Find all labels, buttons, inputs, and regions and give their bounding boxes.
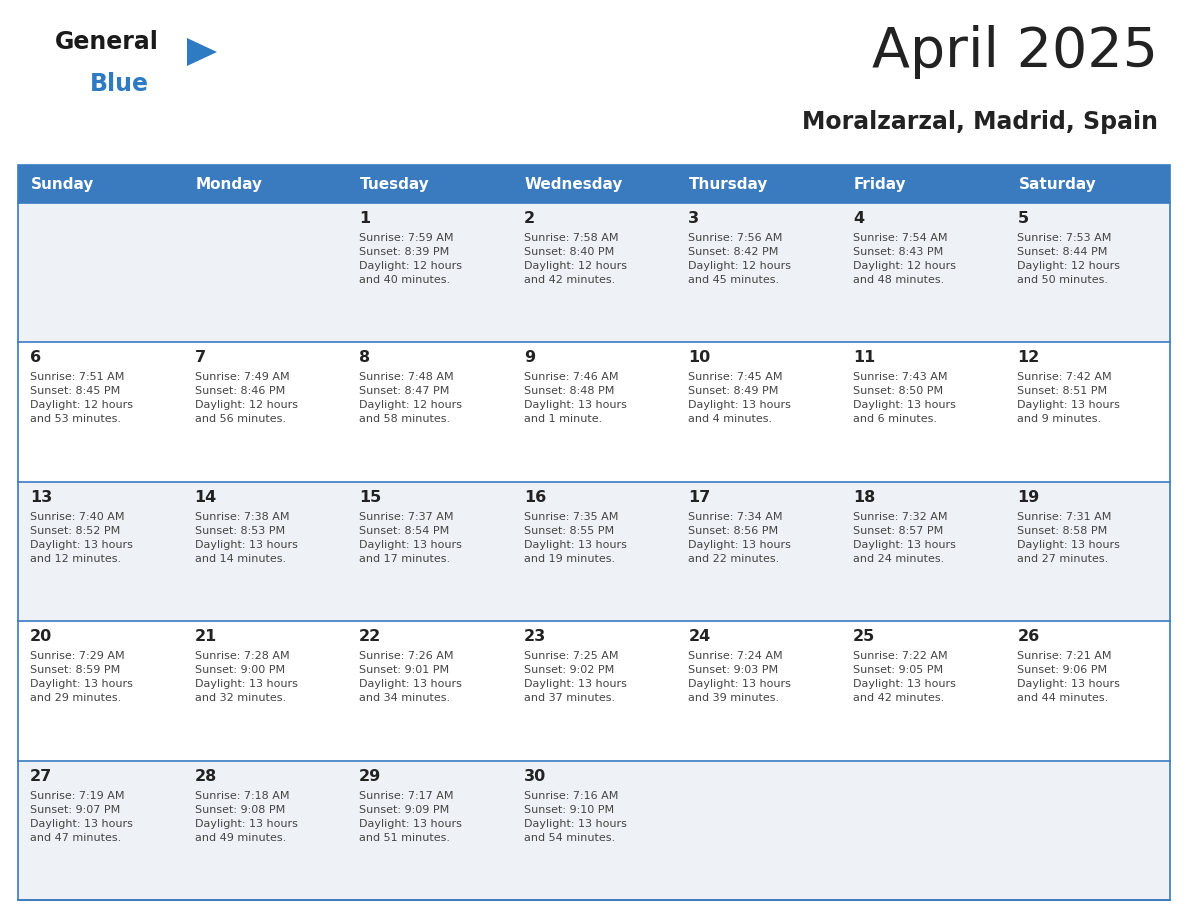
Bar xyxy=(841,165,1005,203)
Text: Sunrise: 7:59 AM
Sunset: 8:39 PM
Daylight: 12 hours
and 40 minutes.: Sunrise: 7:59 AM Sunset: 8:39 PM Dayligh… xyxy=(359,233,462,285)
Bar xyxy=(18,482,1170,621)
Text: Sunrise: 7:24 AM
Sunset: 9:03 PM
Daylight: 13 hours
and 39 minutes.: Sunrise: 7:24 AM Sunset: 9:03 PM Dayligh… xyxy=(688,651,791,703)
Bar xyxy=(676,165,841,203)
Text: April 2025: April 2025 xyxy=(872,25,1158,79)
Text: Sunrise: 7:28 AM
Sunset: 9:00 PM
Daylight: 13 hours
and 32 minutes.: Sunrise: 7:28 AM Sunset: 9:00 PM Dayligh… xyxy=(195,651,297,703)
Text: Sunrise: 7:21 AM
Sunset: 9:06 PM
Daylight: 13 hours
and 44 minutes.: Sunrise: 7:21 AM Sunset: 9:06 PM Dayligh… xyxy=(1017,651,1120,703)
Text: Saturday: Saturday xyxy=(1018,176,1097,192)
Text: 16: 16 xyxy=(524,490,546,505)
Text: Sunday: Sunday xyxy=(31,176,94,192)
Text: 22: 22 xyxy=(359,629,381,644)
Text: Sunrise: 7:53 AM
Sunset: 8:44 PM
Daylight: 12 hours
and 50 minutes.: Sunrise: 7:53 AM Sunset: 8:44 PM Dayligh… xyxy=(1017,233,1120,285)
Text: 10: 10 xyxy=(688,351,710,365)
Text: Sunrise: 7:51 AM
Sunset: 8:45 PM
Daylight: 12 hours
and 53 minutes.: Sunrise: 7:51 AM Sunset: 8:45 PM Dayligh… xyxy=(30,373,133,424)
Text: 21: 21 xyxy=(195,629,217,644)
Text: Sunrise: 7:26 AM
Sunset: 9:01 PM
Daylight: 13 hours
and 34 minutes.: Sunrise: 7:26 AM Sunset: 9:01 PM Dayligh… xyxy=(359,651,462,703)
Text: 25: 25 xyxy=(853,629,876,644)
Bar xyxy=(18,165,1170,900)
Bar xyxy=(18,621,1170,761)
Text: 29: 29 xyxy=(359,768,381,784)
Bar xyxy=(18,342,1170,482)
Polygon shape xyxy=(187,38,217,66)
Text: Sunrise: 7:31 AM
Sunset: 8:58 PM
Daylight: 13 hours
and 27 minutes.: Sunrise: 7:31 AM Sunset: 8:58 PM Dayligh… xyxy=(1017,512,1120,564)
Text: 20: 20 xyxy=(30,629,52,644)
Text: Thursday: Thursday xyxy=(689,176,769,192)
Text: 9: 9 xyxy=(524,351,535,365)
Bar xyxy=(512,165,676,203)
Text: Sunrise: 7:16 AM
Sunset: 9:10 PM
Daylight: 13 hours
and 54 minutes.: Sunrise: 7:16 AM Sunset: 9:10 PM Dayligh… xyxy=(524,790,626,843)
Text: 19: 19 xyxy=(1017,490,1040,505)
Text: Sunrise: 7:32 AM
Sunset: 8:57 PM
Daylight: 13 hours
and 24 minutes.: Sunrise: 7:32 AM Sunset: 8:57 PM Dayligh… xyxy=(853,512,955,564)
Text: Sunrise: 7:29 AM
Sunset: 8:59 PM
Daylight: 13 hours
and 29 minutes.: Sunrise: 7:29 AM Sunset: 8:59 PM Dayligh… xyxy=(30,651,133,703)
Text: Sunrise: 7:34 AM
Sunset: 8:56 PM
Daylight: 13 hours
and 22 minutes.: Sunrise: 7:34 AM Sunset: 8:56 PM Dayligh… xyxy=(688,512,791,564)
Bar xyxy=(347,165,512,203)
Text: General: General xyxy=(55,30,159,54)
Text: Wednesday: Wednesday xyxy=(525,176,623,192)
Text: 28: 28 xyxy=(195,768,217,784)
Text: 14: 14 xyxy=(195,490,217,505)
Text: Monday: Monday xyxy=(196,176,263,192)
Text: Blue: Blue xyxy=(90,72,148,96)
Text: 30: 30 xyxy=(524,768,546,784)
Text: Sunrise: 7:46 AM
Sunset: 8:48 PM
Daylight: 13 hours
and 1 minute.: Sunrise: 7:46 AM Sunset: 8:48 PM Dayligh… xyxy=(524,373,626,424)
Text: 8: 8 xyxy=(359,351,371,365)
Bar xyxy=(18,165,183,203)
Text: 12: 12 xyxy=(1017,351,1040,365)
Text: 2: 2 xyxy=(524,211,535,226)
Text: Sunrise: 7:43 AM
Sunset: 8:50 PM
Daylight: 13 hours
and 6 minutes.: Sunrise: 7:43 AM Sunset: 8:50 PM Dayligh… xyxy=(853,373,955,424)
Text: Sunrise: 7:38 AM
Sunset: 8:53 PM
Daylight: 13 hours
and 14 minutes.: Sunrise: 7:38 AM Sunset: 8:53 PM Dayligh… xyxy=(195,512,297,564)
Text: 27: 27 xyxy=(30,768,52,784)
Text: Sunrise: 7:42 AM
Sunset: 8:51 PM
Daylight: 13 hours
and 9 minutes.: Sunrise: 7:42 AM Sunset: 8:51 PM Dayligh… xyxy=(1017,373,1120,424)
Text: Sunrise: 7:45 AM
Sunset: 8:49 PM
Daylight: 13 hours
and 4 minutes.: Sunrise: 7:45 AM Sunset: 8:49 PM Dayligh… xyxy=(688,373,791,424)
Text: 6: 6 xyxy=(30,351,42,365)
Text: Sunrise: 7:48 AM
Sunset: 8:47 PM
Daylight: 12 hours
and 58 minutes.: Sunrise: 7:48 AM Sunset: 8:47 PM Dayligh… xyxy=(359,373,462,424)
Text: 15: 15 xyxy=(359,490,381,505)
Text: 4: 4 xyxy=(853,211,864,226)
Text: 23: 23 xyxy=(524,629,546,644)
Text: Sunrise: 7:37 AM
Sunset: 8:54 PM
Daylight: 13 hours
and 17 minutes.: Sunrise: 7:37 AM Sunset: 8:54 PM Dayligh… xyxy=(359,512,462,564)
Text: 3: 3 xyxy=(688,211,700,226)
Bar xyxy=(1005,165,1170,203)
Bar xyxy=(183,165,347,203)
Text: 17: 17 xyxy=(688,490,710,505)
Bar xyxy=(18,761,1170,900)
Text: Sunrise: 7:19 AM
Sunset: 9:07 PM
Daylight: 13 hours
and 47 minutes.: Sunrise: 7:19 AM Sunset: 9:07 PM Dayligh… xyxy=(30,790,133,843)
Bar xyxy=(18,203,1170,342)
Text: Sunrise: 7:22 AM
Sunset: 9:05 PM
Daylight: 13 hours
and 42 minutes.: Sunrise: 7:22 AM Sunset: 9:05 PM Dayligh… xyxy=(853,651,955,703)
Text: 13: 13 xyxy=(30,490,52,505)
Text: Sunrise: 7:18 AM
Sunset: 9:08 PM
Daylight: 13 hours
and 49 minutes.: Sunrise: 7:18 AM Sunset: 9:08 PM Dayligh… xyxy=(195,790,297,843)
Text: Sunrise: 7:40 AM
Sunset: 8:52 PM
Daylight: 13 hours
and 12 minutes.: Sunrise: 7:40 AM Sunset: 8:52 PM Dayligh… xyxy=(30,512,133,564)
Text: Tuesday: Tuesday xyxy=(360,176,430,192)
Text: Moralzarzal, Madrid, Spain: Moralzarzal, Madrid, Spain xyxy=(802,110,1158,134)
Text: Friday: Friday xyxy=(854,176,906,192)
Text: Sunrise: 7:49 AM
Sunset: 8:46 PM
Daylight: 12 hours
and 56 minutes.: Sunrise: 7:49 AM Sunset: 8:46 PM Dayligh… xyxy=(195,373,297,424)
Text: 7: 7 xyxy=(195,351,206,365)
Text: 5: 5 xyxy=(1017,211,1029,226)
Text: Sunrise: 7:17 AM
Sunset: 9:09 PM
Daylight: 13 hours
and 51 minutes.: Sunrise: 7:17 AM Sunset: 9:09 PM Dayligh… xyxy=(359,790,462,843)
Text: Sunrise: 7:25 AM
Sunset: 9:02 PM
Daylight: 13 hours
and 37 minutes.: Sunrise: 7:25 AM Sunset: 9:02 PM Dayligh… xyxy=(524,651,626,703)
Text: 26: 26 xyxy=(1017,629,1040,644)
Text: 24: 24 xyxy=(688,629,710,644)
Text: Sunrise: 7:35 AM
Sunset: 8:55 PM
Daylight: 13 hours
and 19 minutes.: Sunrise: 7:35 AM Sunset: 8:55 PM Dayligh… xyxy=(524,512,626,564)
Text: 18: 18 xyxy=(853,490,876,505)
Text: 1: 1 xyxy=(359,211,371,226)
Text: Sunrise: 7:56 AM
Sunset: 8:42 PM
Daylight: 12 hours
and 45 minutes.: Sunrise: 7:56 AM Sunset: 8:42 PM Dayligh… xyxy=(688,233,791,285)
Text: 11: 11 xyxy=(853,351,876,365)
Text: Sunrise: 7:58 AM
Sunset: 8:40 PM
Daylight: 12 hours
and 42 minutes.: Sunrise: 7:58 AM Sunset: 8:40 PM Dayligh… xyxy=(524,233,627,285)
Text: Sunrise: 7:54 AM
Sunset: 8:43 PM
Daylight: 12 hours
and 48 minutes.: Sunrise: 7:54 AM Sunset: 8:43 PM Dayligh… xyxy=(853,233,956,285)
